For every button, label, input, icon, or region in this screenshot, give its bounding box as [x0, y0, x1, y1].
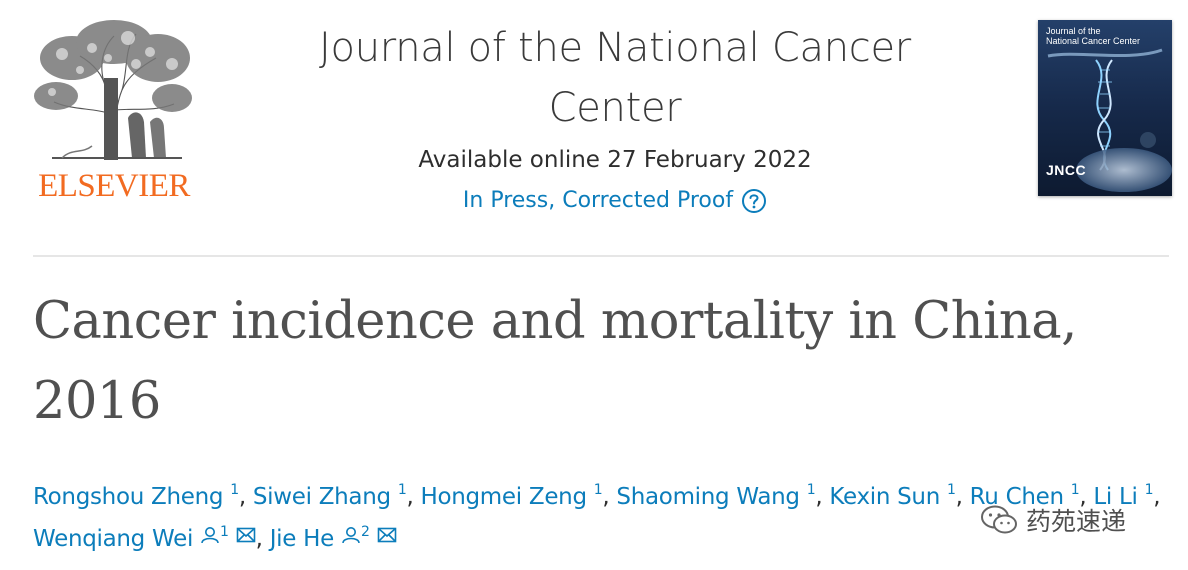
cover-artwork [1038, 20, 1172, 196]
elsevier-logo[interactable]: ELSEVIER [32, 18, 194, 204]
person-icon[interactable] [341, 526, 361, 544]
person-icon[interactable] [200, 526, 220, 544]
question-circle-icon[interactable] [741, 188, 767, 214]
cover-title-line2: National Cancer Center [1046, 36, 1141, 46]
mail-icon[interactable] [236, 526, 256, 544]
author-separator: , [1079, 484, 1094, 510]
author-link[interactable]: Rongshou Zheng 1 [33, 482, 239, 510]
author-separator: , [255, 526, 270, 552]
affiliation-sup[interactable]: 1 [1144, 482, 1154, 498]
journal-header: Journal of the National Cancer Center Av… [270, 18, 960, 220]
author-separator: , [602, 484, 617, 510]
watermark-text: 药苑速递 [1026, 507, 1127, 536]
author-separator: , [1153, 484, 1161, 510]
journal-cover-image[interactable]: Journal of the National Cancer Center JN… [1038, 20, 1172, 196]
cover-title-line1: Journal of the [1046, 26, 1101, 36]
author-link[interactable]: Li Li 1 [1093, 482, 1154, 510]
author-link[interactable]: Jie He 2 [269, 524, 397, 552]
article-status-label[interactable]: In Press, Corrected Proof [462, 188, 734, 213]
affiliation-sup[interactable]: 1 [947, 482, 956, 498]
elsevier-tree-logo-icon [34, 20, 192, 160]
author-name[interactable]: Hongmei Zeng [420, 484, 587, 510]
author-name[interactable]: Ru Chen [969, 484, 1064, 510]
author-separator: , [815, 484, 830, 510]
header-divider [33, 255, 1169, 257]
author-link[interactable]: Shaoming Wang 1 [616, 482, 816, 510]
author-name[interactable]: Li Li [1093, 484, 1138, 510]
author-list: Rongshou Zheng 1, Siwei Zhang 1, Hongmei… [33, 476, 1168, 560]
author-separator: , [955, 484, 970, 510]
affiliation-sup[interactable]: 1 [220, 524, 229, 540]
affiliation-sup[interactable]: 2 [361, 524, 370, 540]
wechat-icon [981, 505, 1017, 534]
cover-abbreviation: JNCC [1046, 162, 1087, 178]
author-name[interactable]: Jie He [269, 526, 335, 552]
mail-icon[interactable] [377, 526, 397, 544]
available-online-date: Available online 27 February 2022 [418, 147, 812, 173]
affiliation-sup[interactable]: 1 [593, 482, 603, 498]
article-title: Cancer incidence and mortality in China,… [33, 292, 1077, 431]
wechat-watermark: 药苑速递 [980, 500, 1160, 540]
author-name[interactable]: Siwei Zhang [252, 484, 391, 510]
affiliation-sup[interactable]: 1 [397, 482, 407, 498]
elsevier-wordmark: ELSEVIER [38, 168, 190, 204]
author-name[interactable]: Shaoming Wang [616, 484, 800, 510]
author-name[interactable]: Kexin Sun [829, 484, 940, 510]
author-link[interactable]: Hongmei Zeng 1 [420, 482, 603, 510]
affiliation-sup[interactable]: 1 [806, 482, 816, 498]
cover-title: Journal of the National Cancer Center [1046, 26, 1140, 46]
author-link[interactable]: Wenqiang Wei 1 [33, 524, 256, 552]
author-separator: , [406, 484, 421, 510]
affiliation-sup[interactable]: 1 [1070, 482, 1080, 498]
author-link[interactable]: Siwei Zhang 1 [252, 482, 407, 510]
journal-title[interactable]: Journal of the National Cancer Center [319, 25, 911, 131]
author-name[interactable]: Wenqiang Wei [33, 526, 194, 552]
affiliation-sup[interactable]: 1 [230, 482, 239, 498]
author-separator: , [238, 484, 253, 510]
article-status[interactable]: In Press, Corrected Proof [463, 182, 767, 220]
author-link[interactable]: Kexin Sun 1 [829, 482, 956, 510]
author-link[interactable]: Ru Chen 1 [969, 482, 1080, 510]
author-name[interactable]: Rongshou Zheng [33, 484, 224, 510]
